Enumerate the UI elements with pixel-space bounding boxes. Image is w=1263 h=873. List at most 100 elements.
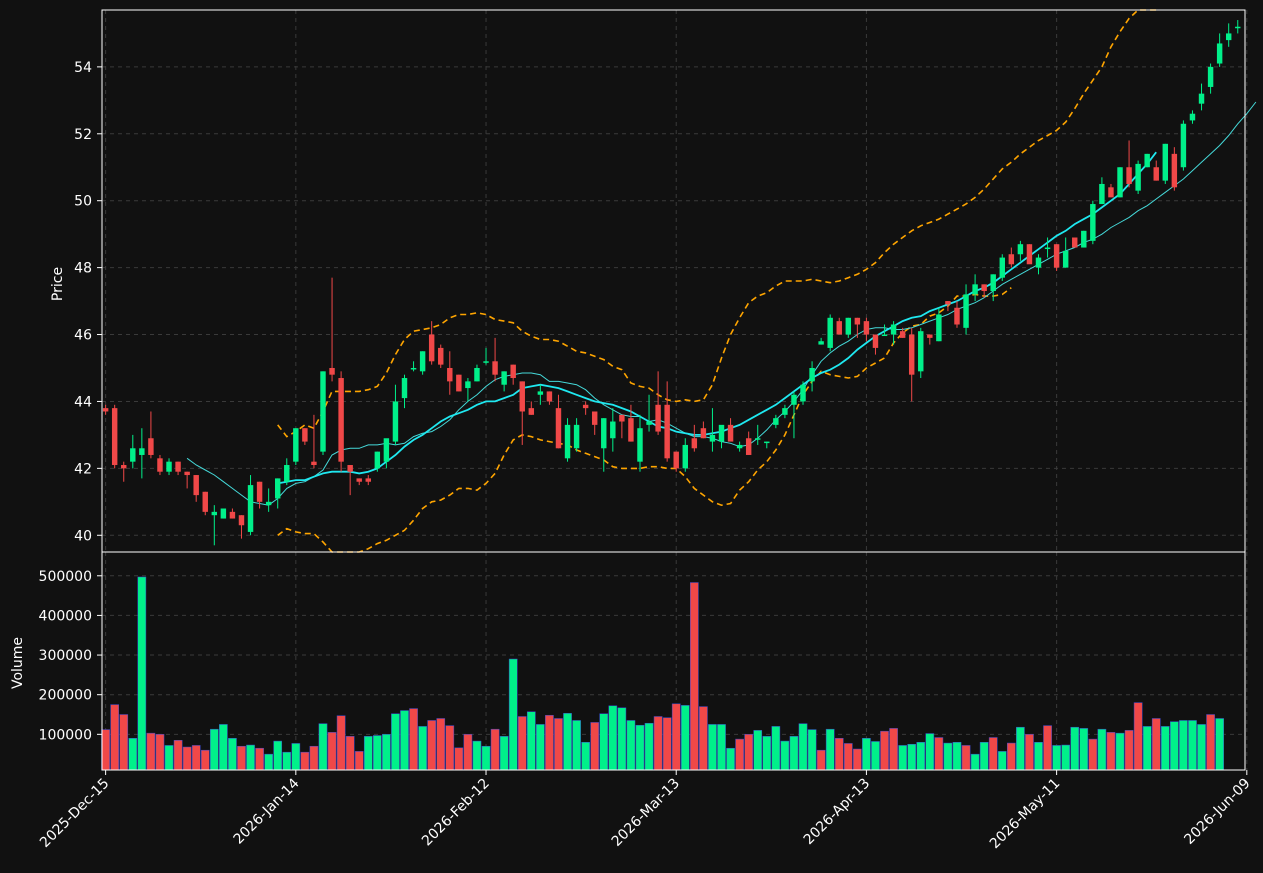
candle-body — [293, 428, 299, 462]
volume-bar — [617, 707, 627, 771]
volume-bar — [246, 744, 255, 771]
candle-body — [1207, 66, 1214, 87]
candle-body — [1053, 244, 1060, 268]
bollinger-lower-line — [277, 287, 1012, 553]
candle-body — [918, 331, 924, 372]
volume-bar — [173, 740, 183, 771]
candle-body — [1198, 93, 1205, 104]
volume-bar — [644, 722, 654, 771]
volume-bar — [209, 728, 219, 771]
candle-body — [193, 475, 199, 496]
volume-bar — [653, 716, 663, 771]
candle-body — [1072, 237, 1078, 248]
candle-body — [111, 408, 118, 466]
volume-bar — [454, 747, 464, 771]
candle-body — [392, 401, 399, 442]
candle-body — [1108, 187, 1114, 198]
volume-bar — [490, 728, 500, 771]
candle-body — [265, 501, 272, 506]
candle-body — [166, 461, 172, 472]
volume-bar — [273, 740, 283, 771]
volume-bar — [925, 733, 935, 771]
volume-bar — [427, 720, 437, 771]
volume-y-tick-label: 500000 — [39, 569, 92, 585]
volume-bar — [590, 722, 600, 771]
candle-body — [981, 284, 987, 292]
volume-bar — [816, 749, 826, 771]
candle-body — [972, 284, 978, 295]
candle-body — [628, 418, 634, 442]
candle-body — [410, 367, 417, 370]
candle-body — [383, 438, 390, 462]
volume-bar — [1079, 728, 1089, 771]
volume-bar — [1170, 721, 1179, 771]
candle-body — [610, 421, 616, 439]
candle-body — [492, 361, 498, 375]
volume-bar — [862, 738, 871, 771]
candle-body — [229, 511, 236, 519]
volume-bar — [146, 732, 156, 771]
candle-body — [863, 321, 870, 335]
volume-bar — [907, 743, 917, 771]
candle-body — [836, 321, 842, 335]
volume-bar — [997, 751, 1007, 771]
price-y-tick-label: 40 — [74, 528, 92, 544]
volume-y-tick-label: 300000 — [39, 648, 92, 664]
candle-body — [1099, 183, 1105, 205]
volume-bar — [916, 742, 926, 771]
volume-bar — [825, 728, 835, 771]
volume-bar — [409, 708, 418, 771]
volume-bar — [780, 740, 790, 771]
candle-body — [175, 461, 181, 472]
candle-body — [401, 378, 408, 399]
volume-bar — [119, 714, 129, 771]
candle-body — [1090, 204, 1096, 241]
volume-bar — [327, 732, 337, 771]
volume-bars — [101, 576, 1224, 771]
volume-bar — [137, 576, 147, 771]
volume-bar — [708, 724, 717, 771]
candle-body — [130, 448, 136, 462]
volume-bar — [608, 705, 618, 771]
candle-body — [872, 334, 879, 348]
candle-body — [374, 451, 381, 469]
candle-body — [736, 444, 743, 449]
volume-y-axis: 100000 200000 300000 400000 500000 — [39, 569, 102, 743]
candle-body — [582, 404, 589, 409]
candle-body — [139, 448, 145, 455]
candle-body — [510, 364, 516, 379]
candle-body — [727, 424, 734, 442]
volume-bar — [943, 742, 953, 771]
candle-body — [773, 418, 779, 425]
candle-body — [1235, 26, 1241, 29]
price-y-tick-label: 52 — [74, 127, 92, 143]
candle-body — [356, 478, 362, 482]
candle-body — [528, 408, 535, 415]
volume-bar — [699, 706, 708, 771]
candle-body — [791, 394, 797, 405]
volume-bar — [418, 726, 427, 771]
volume-bar — [952, 742, 962, 771]
volume-bar — [726, 747, 735, 771]
volume-bar — [436, 718, 446, 771]
candle-body — [1180, 123, 1187, 168]
volume-bar — [970, 753, 980, 771]
volume-bar — [880, 730, 889, 771]
candle-body — [220, 508, 227, 519]
candle-body — [954, 307, 960, 325]
volume-bar — [300, 751, 310, 771]
volume-bar — [717, 724, 726, 771]
volume-bar — [101, 729, 110, 771]
candle-body — [474, 367, 480, 382]
volume-bar — [264, 753, 273, 771]
volume-bar — [373, 735, 382, 771]
candle-body — [899, 331, 906, 338]
volume-bar — [445, 725, 455, 771]
candle-body — [1117, 167, 1123, 198]
candle-body — [682, 444, 688, 469]
volume-bar — [182, 746, 192, 771]
volume-bar — [1188, 720, 1197, 771]
candle-body — [302, 428, 308, 442]
candle-body — [447, 367, 453, 382]
volume-bar — [1124, 730, 1134, 771]
